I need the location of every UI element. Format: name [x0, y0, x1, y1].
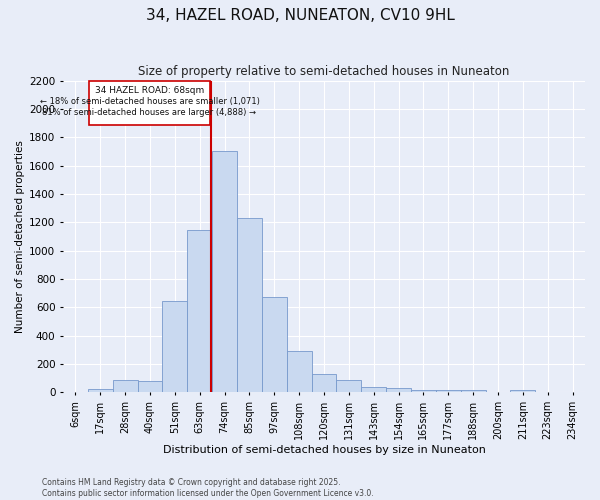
Bar — [361, 388, 386, 392]
Bar — [311, 374, 337, 392]
Bar — [237, 218, 262, 392]
Text: ← 18% of semi-detached houses are smaller (1,071): ← 18% of semi-detached houses are smalle… — [40, 98, 259, 106]
Text: 34 HAZEL ROAD: 68sqm: 34 HAZEL ROAD: 68sqm — [95, 86, 204, 95]
Bar — [337, 380, 361, 392]
Bar — [436, 390, 461, 392]
Bar — [461, 390, 485, 392]
Bar — [511, 390, 535, 392]
Bar — [262, 298, 287, 392]
Text: Contains HM Land Registry data © Crown copyright and database right 2025.
Contai: Contains HM Land Registry data © Crown c… — [42, 478, 374, 498]
Bar — [287, 350, 311, 393]
Bar — [386, 388, 411, 392]
Bar — [411, 390, 436, 392]
Bar — [187, 230, 212, 392]
X-axis label: Distribution of semi-detached houses by size in Nuneaton: Distribution of semi-detached houses by … — [163, 445, 485, 455]
Bar — [212, 152, 237, 392]
Title: Size of property relative to semi-detached houses in Nuneaton: Size of property relative to semi-detach… — [139, 65, 510, 78]
Text: 81% of semi-detached houses are larger (4,888) →: 81% of semi-detached houses are larger (… — [43, 108, 256, 118]
Bar — [88, 389, 113, 392]
Bar — [163, 301, 187, 392]
Bar — [113, 380, 137, 392]
FancyBboxPatch shape — [89, 82, 210, 124]
Y-axis label: Number of semi-detached properties: Number of semi-detached properties — [15, 140, 25, 333]
Text: 34, HAZEL ROAD, NUNEATON, CV10 9HL: 34, HAZEL ROAD, NUNEATON, CV10 9HL — [146, 8, 454, 22]
Bar — [137, 381, 163, 392]
